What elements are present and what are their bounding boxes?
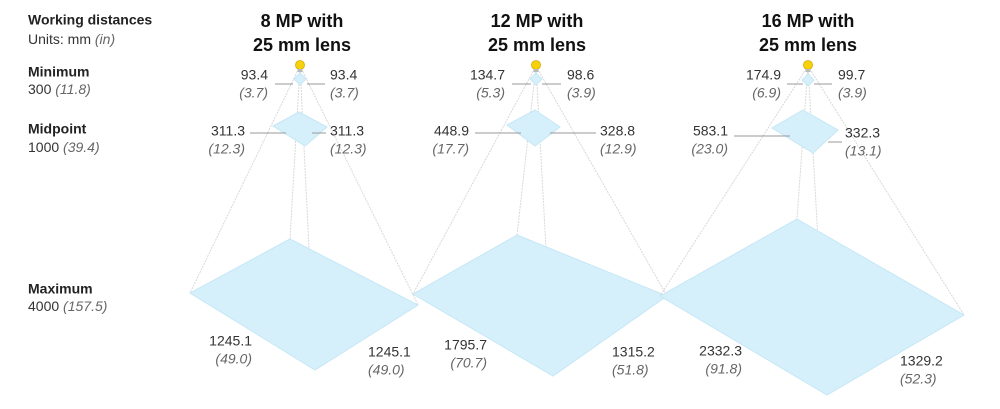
dimension-in: (3.9) bbox=[838, 85, 867, 101]
field-of-view bbox=[293, 72, 307, 86]
dimension-in: (6.9) bbox=[752, 85, 781, 101]
mm: 4000 bbox=[28, 298, 59, 314]
camera-title: 16 MP with bbox=[762, 11, 855, 31]
dimension-in: (5.3) bbox=[476, 85, 505, 101]
dimension-in: (51.8) bbox=[612, 362, 649, 378]
legend-title: Working distances bbox=[28, 12, 152, 28]
lens-base bbox=[533, 69, 539, 72]
field-of-view bbox=[189, 238, 420, 371]
dimension-in: (3.9) bbox=[567, 85, 596, 101]
frustum-edge bbox=[289, 65, 301, 240]
camera-title: 25 mm lens bbox=[253, 35, 351, 55]
row-label: Maximum bbox=[28, 281, 93, 297]
dimension-mm: 583.1 bbox=[693, 123, 728, 139]
camera-title: 12 MP with bbox=[491, 11, 584, 31]
field-of-view bbox=[529, 72, 543, 86]
row-label: Minimum bbox=[28, 64, 89, 80]
dimension-in: (12.3) bbox=[208, 141, 245, 157]
dimension-in: (52.3) bbox=[900, 371, 937, 387]
row-value: 300 (11.8) bbox=[28, 81, 91, 97]
dimension-mm: 311.3 bbox=[211, 123, 245, 139]
dimension-mm: 134.7 bbox=[470, 67, 505, 83]
frustum-edge bbox=[299, 65, 419, 306]
lens-bulb bbox=[803, 60, 813, 70]
in: (157.5) bbox=[63, 298, 107, 314]
dimension-mm: 311.3 bbox=[330, 123, 364, 139]
dimension-in: (17.7) bbox=[432, 141, 469, 157]
dimension-in: (49.0) bbox=[368, 362, 405, 378]
dimension-mm: 1245.1 bbox=[368, 344, 411, 360]
field-of-view bbox=[411, 234, 669, 377]
in: (39.4) bbox=[63, 139, 100, 155]
dimension-mm: 1795.7 bbox=[444, 337, 487, 353]
frustum-edge bbox=[535, 65, 668, 297]
row-value: 4000 (157.5) bbox=[28, 298, 107, 314]
dimension-mm: 98.6 bbox=[567, 67, 594, 83]
field-of-view bbox=[272, 111, 328, 147]
dimension-mm: 93.4 bbox=[241, 67, 268, 83]
field-of-view bbox=[659, 218, 965, 396]
units-alt: (in) bbox=[95, 31, 115, 47]
frustum-edge bbox=[516, 65, 537, 236]
row-label: Midpoint bbox=[28, 121, 87, 137]
dimension-in: (49.0) bbox=[215, 351, 252, 367]
frustum-edge bbox=[189, 65, 301, 294]
lens-bulb bbox=[531, 60, 541, 70]
frustum-edge bbox=[412, 65, 537, 295]
field-of-view bbox=[506, 109, 561, 147]
field-of-view bbox=[771, 109, 839, 154]
dimension-in: (23.0) bbox=[691, 141, 728, 157]
dimension-mm: 99.7 bbox=[838, 67, 865, 83]
legend-units: Units: mm (in) bbox=[28, 31, 115, 47]
camera-title: 8 MP with bbox=[261, 11, 344, 31]
field-of-view bbox=[801, 73, 815, 87]
lens-base bbox=[297, 69, 303, 72]
dimension-mm: 174.9 bbox=[746, 67, 781, 83]
dimension-in: (12.3) bbox=[330, 141, 367, 157]
lens-bulb bbox=[295, 60, 305, 70]
camera-title: 25 mm lens bbox=[488, 35, 586, 55]
dimension-in: (3.7) bbox=[330, 85, 359, 101]
dimension-mm: 93.4 bbox=[330, 67, 357, 83]
dimension-in: (70.7) bbox=[450, 355, 487, 371]
dimension-in: (3.7) bbox=[239, 85, 268, 101]
mm: 1000 bbox=[28, 139, 59, 155]
dimension-mm: 332.3 bbox=[845, 125, 880, 141]
lens-base bbox=[805, 69, 811, 72]
camera-title: 25 mm lens bbox=[759, 35, 857, 55]
dimension-mm: 1329.2 bbox=[900, 353, 943, 369]
mm: 300 bbox=[28, 81, 52, 97]
dimension-in: (12.9) bbox=[600, 141, 637, 157]
dimension-mm: 448.9 bbox=[434, 123, 469, 139]
dimension-mm: 2332.3 bbox=[699, 343, 742, 359]
frustum-edge bbox=[659, 65, 809, 297]
row-value: 1000 (39.4) bbox=[28, 139, 100, 155]
dimension-in: (91.8) bbox=[705, 361, 742, 377]
units: Units: mm bbox=[28, 31, 91, 47]
dimension-mm: 1245.1 bbox=[209, 333, 252, 349]
dimension-mm: 328.8 bbox=[600, 123, 635, 139]
frustum-edge bbox=[807, 65, 965, 316]
in: (11.8) bbox=[55, 81, 91, 97]
dimension-in: (13.1) bbox=[845, 143, 882, 159]
dimension-mm: 1315.2 bbox=[612, 344, 655, 360]
